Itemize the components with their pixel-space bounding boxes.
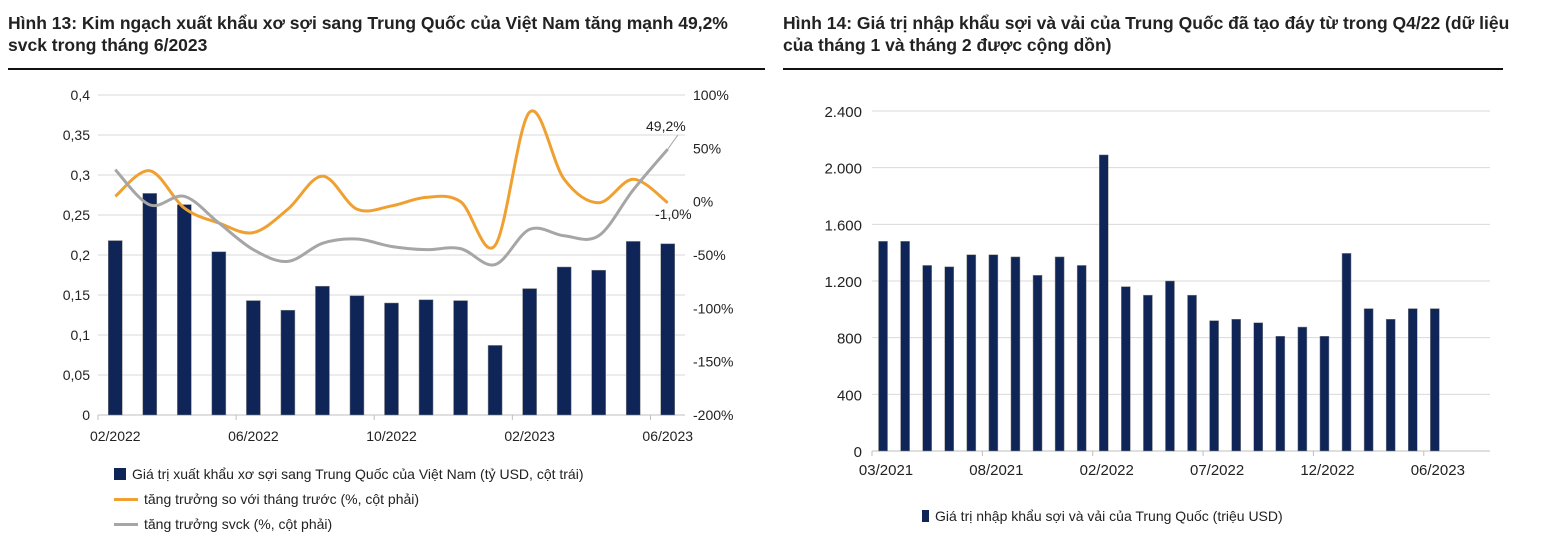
- bar: [556, 266, 572, 416]
- y-right-tick-label: -50%: [693, 247, 726, 263]
- y-tick-label: 1.600: [824, 217, 862, 234]
- x-tick-label: 06/2022: [228, 428, 279, 444]
- y-tick-label: 2.000: [824, 161, 862, 178]
- y-tick-label: 0: [854, 444, 862, 461]
- y-left-tick-label: 0,25: [63, 207, 90, 223]
- bar: [522, 288, 537, 416]
- bar: [900, 241, 910, 452]
- bar: [487, 345, 503, 416]
- bar: [591, 269, 606, 416]
- bar: [211, 251, 227, 416]
- legend-swatch: [114, 468, 126, 480]
- bar: [878, 241, 888, 452]
- bar: [280, 309, 296, 416]
- y-right-tick-label: -200%: [693, 407, 733, 423]
- y-tick-label: 1.200: [824, 274, 862, 291]
- bar: [1319, 336, 1330, 452]
- y-left-tick-label: 0,05: [63, 367, 90, 383]
- x-tick-label: 06/2023: [642, 428, 693, 444]
- bar: [625, 241, 641, 416]
- bar: [142, 193, 158, 416]
- legend-item-export-value: Giá trị xuất khẩu xơ sợi sang Trung Quốc…: [114, 466, 584, 482]
- bar: [1430, 308, 1440, 452]
- y-left-tick-label: 0: [82, 407, 90, 423]
- legend-swatch: [922, 510, 929, 522]
- y-right-tick-label: -100%: [693, 300, 733, 316]
- bar: [1143, 294, 1153, 452]
- annotation-yoy: 49,2%: [646, 118, 686, 134]
- y-left-tick-label: 0,2: [71, 247, 91, 263]
- y-left-tick-label: 0,15: [63, 287, 90, 303]
- bar: [384, 302, 399, 416]
- bar: [1363, 308, 1374, 452]
- bar: [988, 254, 999, 452]
- bar: [1341, 253, 1352, 452]
- y-left-tick-label: 0,4: [71, 87, 91, 103]
- y-tick-label: 800: [837, 331, 862, 348]
- line-mom: [114, 109, 669, 250]
- x-tick-label: 02/2023: [504, 428, 555, 444]
- bar: [944, 266, 954, 452]
- title-rule-left: [8, 68, 765, 70]
- bar: [1385, 319, 1396, 452]
- bar: [1099, 154, 1109, 452]
- bar: [1076, 265, 1087, 452]
- legend-swatch: [114, 522, 138, 526]
- bar: [1121, 286, 1131, 452]
- bar: [1054, 256, 1065, 452]
- bar: [1165, 280, 1175, 452]
- legend-label: Giá trị xuất khẩu xơ sợi sang Trung Quốc…: [132, 466, 584, 482]
- bar: [1297, 326, 1308, 452]
- bar: [349, 295, 365, 416]
- bar: [1209, 320, 1219, 452]
- legend-label: Giá trị nhập khẩu sợi và vải của Trung Q…: [935, 508, 1283, 524]
- annotation-leader: [667, 134, 679, 150]
- y-tick-label: 400: [837, 387, 862, 404]
- x-tick-label: 02/2022: [90, 428, 141, 444]
- y-left-tick-label: 0,1: [71, 327, 91, 343]
- legend-item-mom: tăng trưởng so với tháng trước (%, cột p…: [114, 491, 419, 507]
- bar: [1032, 275, 1043, 452]
- bar: [315, 285, 330, 416]
- legend-label: tăng trưởng so với tháng trước (%, cột p…: [144, 491, 420, 507]
- title-rule-right: [783, 68, 1503, 70]
- x-tick-label: 07/2022: [1190, 462, 1244, 479]
- bar: [922, 265, 932, 452]
- y-right-tick-label: 50%: [693, 140, 721, 156]
- bar: [660, 243, 675, 416]
- bar: [1253, 322, 1263, 452]
- bar: [1275, 336, 1286, 452]
- chart-title-left: Hình 13: Kim ngạch xuất khẩu xơ sợi sang…: [8, 13, 728, 55]
- chart-title-right: Hình 14: Giá trị nhập khẩu sợi và vải củ…: [783, 13, 1510, 55]
- legend-item-yoy: tăng trưởng svck (%, cột phải): [114, 516, 332, 532]
- bar: [418, 299, 434, 416]
- legend-label: tăng trưởng svck (%, cột phải): [144, 516, 333, 532]
- bar: [1408, 308, 1418, 452]
- y-left-tick-label: 0,35: [63, 127, 90, 143]
- y-tick-label: 2.400: [824, 104, 862, 121]
- x-tick-label: 10/2022: [366, 428, 417, 444]
- legend-swatch: [114, 497, 138, 501]
- annotation-mom: -1,0%: [655, 206, 692, 222]
- bar: [108, 240, 123, 416]
- bar: [966, 254, 977, 452]
- bar: [453, 300, 468, 416]
- y-right-tick-label: 100%: [693, 87, 729, 103]
- x-tick-label: 03/2021: [859, 462, 913, 479]
- bar: [1231, 319, 1241, 452]
- y-right-tick-label: -150%: [693, 354, 733, 370]
- y-left-tick-label: 0,3: [71, 167, 91, 183]
- bar: [1187, 294, 1197, 452]
- bar: [246, 300, 261, 416]
- x-tick-label: 02/2022: [1080, 462, 1134, 479]
- x-tick-label: 06/2023: [1411, 462, 1465, 479]
- x-tick-label: 08/2021: [969, 462, 1023, 479]
- legend-item-import-value: Giá trị nhập khẩu sợi và vải của Trung Q…: [922, 508, 1283, 524]
- bar: [1010, 256, 1021, 452]
- y-right-tick-label: 0%: [693, 194, 713, 210]
- x-tick-label: 12/2022: [1300, 462, 1354, 479]
- bar: [177, 204, 192, 416]
